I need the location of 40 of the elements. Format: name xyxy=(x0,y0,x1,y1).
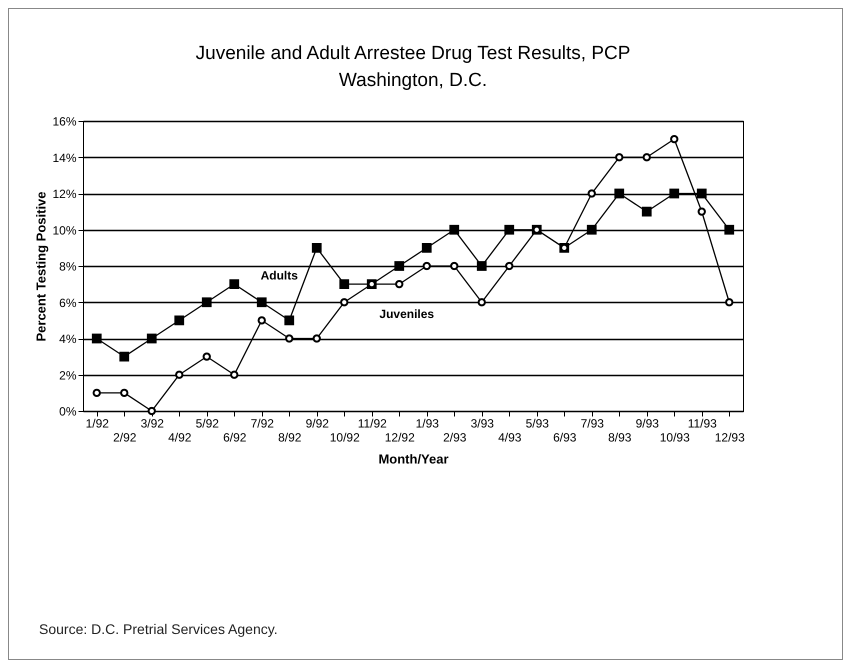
x-tick-label: 3/92 xyxy=(140,416,164,430)
y-axis-title: Percent Testing Positive xyxy=(33,191,48,342)
source-note: Source: D.C. Pretrial Services Agency. xyxy=(39,621,278,637)
x-tick-label: 12/93 xyxy=(714,430,746,444)
x-tick-label: 10/93 xyxy=(660,430,690,444)
x-tick-label: 9/93 xyxy=(636,416,660,430)
chart-subtitle: Washington, D.C. xyxy=(338,70,488,91)
x-tick-label: 5/92 xyxy=(196,416,220,430)
x-tick-label: 7/93 xyxy=(580,416,604,430)
x-tick-label: 8/93 xyxy=(608,430,632,444)
chart-title: Juvenile and Adult Arrestee Drug Test Results, PCP xyxy=(196,43,630,64)
y-tick-label: 0% xyxy=(59,404,77,418)
y-tick-label: 12% xyxy=(52,187,77,201)
x-tick-label: 7/92 xyxy=(250,416,274,430)
x-tick-label: 5/93 xyxy=(526,416,550,430)
x-tick-label: 4/93 xyxy=(498,430,522,444)
y-tick-label: 2% xyxy=(59,368,77,382)
series-label: Adults xyxy=(260,268,298,282)
x-tick-label: 11/92 xyxy=(358,416,388,430)
series-label: Juveniles xyxy=(379,307,434,322)
x-tick-label: 1/93 xyxy=(416,416,440,430)
x-tick-label: 1/92 xyxy=(86,416,110,430)
y-tick-label: 10% xyxy=(52,223,77,238)
x-tick-label: 2/93 xyxy=(443,430,467,444)
x-tick-label: 6/92 xyxy=(223,430,247,444)
y-tick-label: 8% xyxy=(59,260,77,274)
x-tick-label: 11/93 xyxy=(688,416,718,430)
y-tick-label: 14% xyxy=(52,150,77,165)
y-tick-label: 6% xyxy=(59,296,77,310)
x-tick-label: 3/93 xyxy=(470,416,494,430)
x-tick-label: 2/92 xyxy=(113,430,137,444)
x-tick-label: 9/92 xyxy=(306,416,330,430)
y-tick-label: 16% xyxy=(52,114,77,128)
x-axis-title: Month/Year xyxy=(378,452,449,466)
x-tick-label: 4/92 xyxy=(168,430,192,444)
y-tick-label: 4% xyxy=(59,332,77,346)
x-tick-label: 8/92 xyxy=(278,430,302,444)
x-tick-label: 12/92 xyxy=(384,430,416,444)
x-tick-label: 10/92 xyxy=(330,430,360,444)
x-tick-label: 6/93 xyxy=(553,430,577,444)
